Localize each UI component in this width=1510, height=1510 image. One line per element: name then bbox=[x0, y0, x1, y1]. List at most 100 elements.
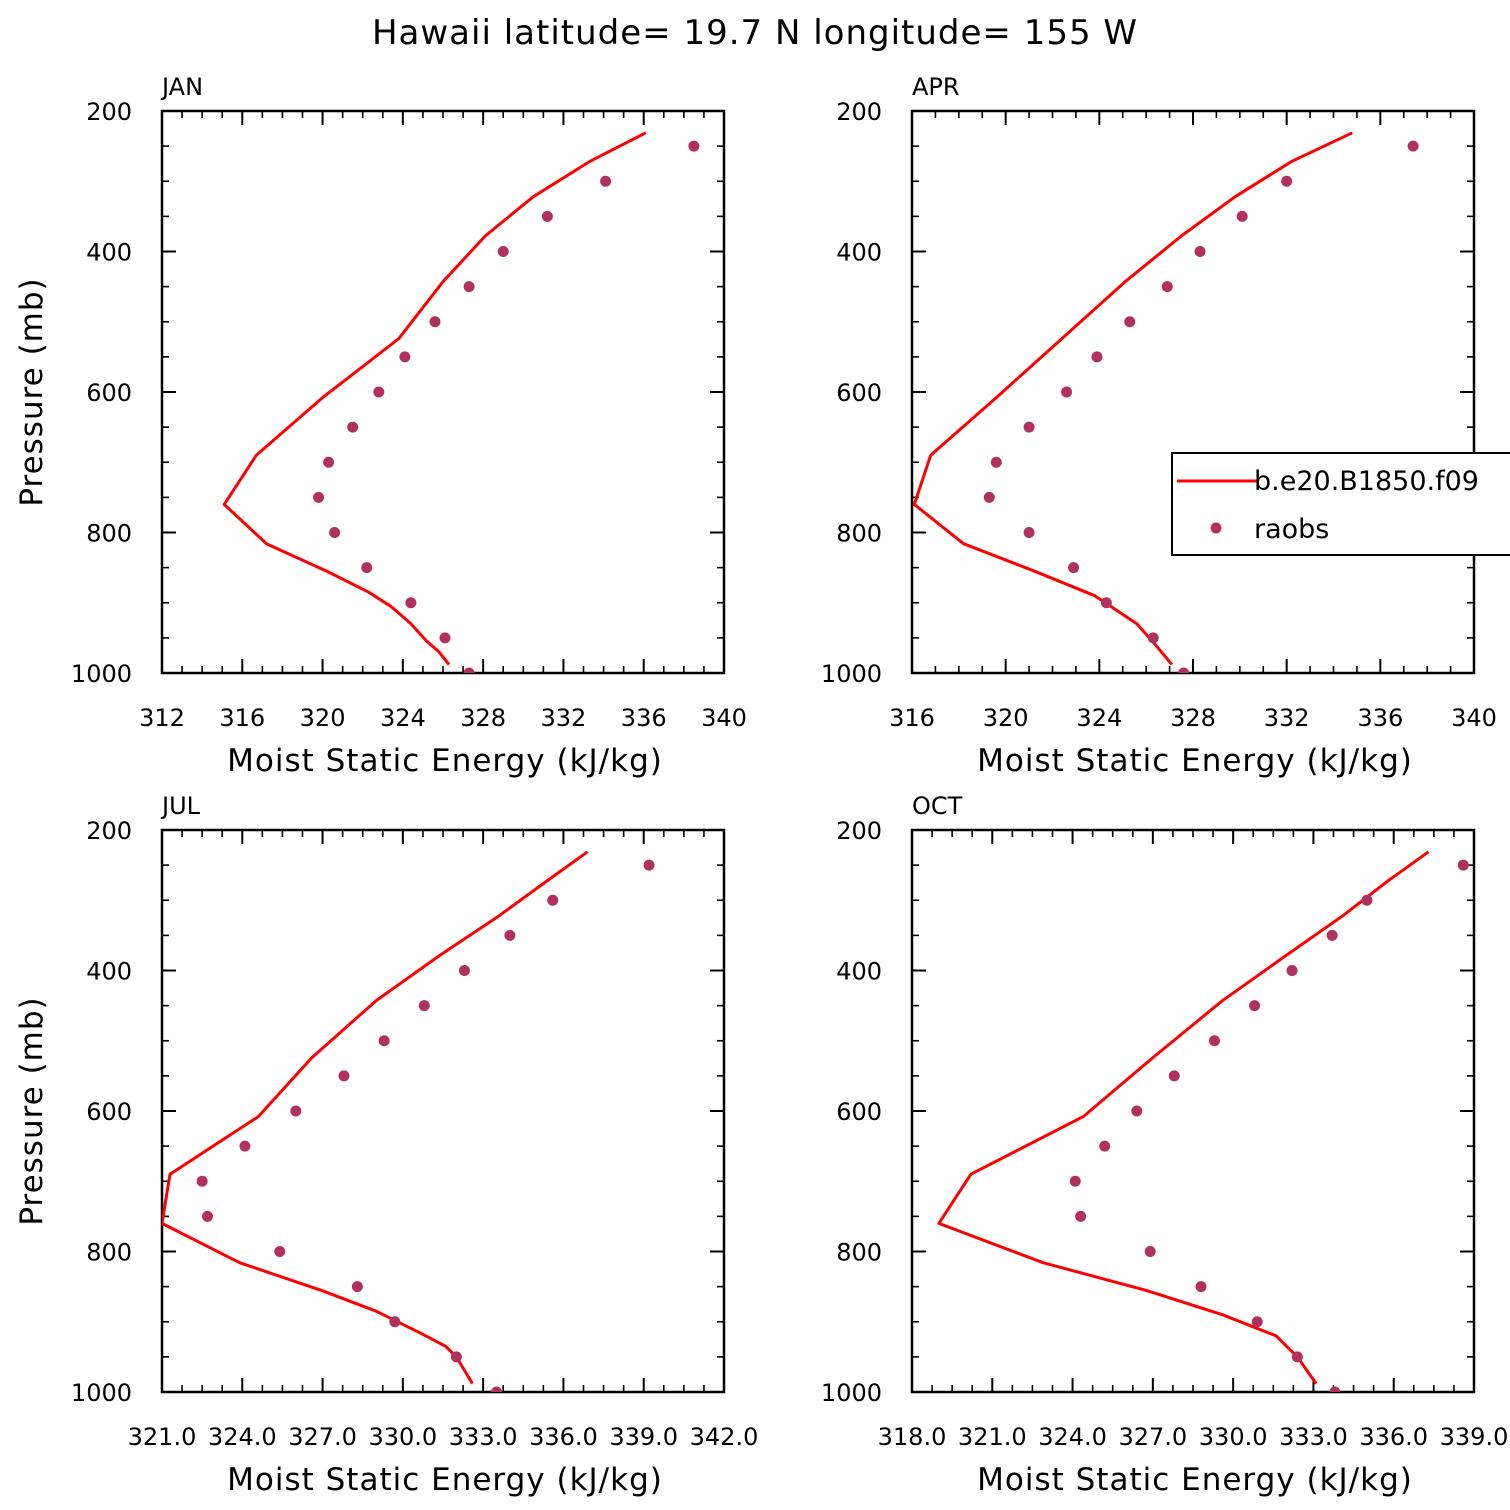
y-tick-label: 600 bbox=[836, 379, 882, 407]
x-tick-label: 342.0 bbox=[690, 1423, 759, 1451]
y-axis-label: Pressure (mb) bbox=[14, 996, 50, 1225]
raobs-point bbox=[274, 1246, 286, 1257]
x-tick-label: 324 bbox=[380, 704, 426, 732]
raobs-point bbox=[429, 316, 441, 328]
legend-box bbox=[1171, 452, 1510, 556]
raobs-point bbox=[547, 894, 559, 906]
raobs-point bbox=[1195, 1281, 1207, 1293]
raobs-point bbox=[688, 140, 700, 152]
y-tick-label: 800 bbox=[86, 1239, 132, 1267]
x-tick-label: 339.0 bbox=[609, 1423, 678, 1451]
raobs-point bbox=[399, 351, 411, 363]
x-tick-label: 321.0 bbox=[128, 1423, 197, 1451]
raobs-point bbox=[600, 175, 612, 187]
plot-frame bbox=[910, 109, 1476, 675]
x-tick-label: 333.0 bbox=[449, 1423, 518, 1451]
raobs-point bbox=[1281, 175, 1293, 187]
panel-label: APR bbox=[912, 73, 960, 101]
raobs-point bbox=[1236, 210, 1248, 222]
raobs-point bbox=[405, 597, 417, 609]
x-tick-label: 324.0 bbox=[208, 1423, 277, 1451]
y-tick-label: 400 bbox=[86, 239, 132, 267]
x-tick-label: 340 bbox=[701, 704, 747, 732]
panel-apr: APR 316 320 324 328 332 336 340 200 400 600 800 1000… bbox=[821, 73, 1510, 779]
y-tick-label: 200 bbox=[836, 817, 882, 845]
panel-jan: JAN 312 316 320 324 328 332 336 340 200 400 600 800 1… bbox=[14, 73, 747, 779]
raobs-point bbox=[1286, 965, 1298, 976]
raobs-point bbox=[1023, 527, 1035, 538]
raobs-point bbox=[1291, 1351, 1303, 1363]
plot-frame bbox=[160, 828, 726, 1394]
raobs-point bbox=[373, 386, 385, 398]
x-tick-label: 327.0 bbox=[1118, 1423, 1187, 1451]
plot-frame bbox=[910, 828, 1476, 1394]
raobs-point bbox=[1178, 667, 1190, 673]
raobs-point bbox=[361, 562, 373, 574]
plot-area bbox=[937, 850, 1469, 1392]
raobs-point bbox=[497, 246, 509, 257]
x-tick-label: 332 bbox=[1264, 704, 1310, 732]
raobs-point bbox=[1099, 1140, 1111, 1152]
x-axis-label: Moist Static Energy (kJ/kg) bbox=[227, 1462, 663, 1498]
y-tick-label: 200 bbox=[86, 98, 132, 126]
x-tick-label: 312 bbox=[139, 704, 185, 732]
x-tick-label: 320 bbox=[983, 704, 1029, 732]
raobs-point bbox=[1091, 351, 1103, 363]
raobs-point bbox=[389, 1316, 401, 1328]
panels: JAN 312 316 320 324 328 332 336 340 200 400 600 800 1… bbox=[14, 73, 1510, 1498]
legend-obs-label: raobs bbox=[1254, 514, 1329, 545]
x-axis-label: Moist Static Energy (kJ/kg) bbox=[227, 743, 663, 779]
raobs-point bbox=[1161, 281, 1173, 293]
x-tick-label: 324.0 bbox=[1038, 1423, 1107, 1451]
y-tick-label: 1000 bbox=[71, 660, 132, 688]
raobs-point bbox=[239, 1140, 251, 1152]
x-tick-label: 336 bbox=[1357, 704, 1403, 732]
raobs-point bbox=[1457, 859, 1469, 871]
x-tick-label: 336 bbox=[621, 704, 667, 732]
raobs-point bbox=[290, 1105, 302, 1117]
y-tick-label: 600 bbox=[86, 1098, 132, 1126]
legend: b.e20.B1850.f09 raobs bbox=[1171, 452, 1510, 556]
x-tick-label: 333.0 bbox=[1279, 1423, 1348, 1451]
plot-area bbox=[912, 131, 1419, 673]
raobs-point bbox=[439, 632, 451, 644]
raobs-point bbox=[1075, 1210, 1087, 1222]
model-line bbox=[912, 131, 1353, 666]
raobs-point bbox=[1023, 421, 1035, 433]
raobs-point bbox=[1144, 1246, 1156, 1257]
x-axis-label: Moist Static Energy (kJ/kg) bbox=[977, 1462, 1413, 1498]
x-tick-label: 328 bbox=[1170, 704, 1216, 732]
x-tick-label: 336.0 bbox=[1359, 1423, 1428, 1451]
raobs-point bbox=[1194, 246, 1206, 257]
raobs-point bbox=[990, 456, 1002, 468]
y-tick-label: 1000 bbox=[821, 660, 882, 688]
y-tick-label: 800 bbox=[86, 520, 132, 548]
x-tick-label: 340 bbox=[1451, 704, 1497, 732]
raobs-point bbox=[1249, 1000, 1261, 1012]
raobs-point bbox=[1061, 386, 1073, 398]
model-line bbox=[222, 131, 647, 666]
raobs-point bbox=[329, 527, 341, 538]
x-tick-label: 324 bbox=[1076, 704, 1122, 732]
panel-label: OCT bbox=[912, 792, 963, 820]
raobs-point bbox=[378, 1035, 390, 1047]
raobs-point bbox=[458, 965, 470, 976]
raobs-point bbox=[450, 1351, 462, 1363]
model-line bbox=[162, 850, 589, 1385]
x-tick-label: 328 bbox=[460, 704, 506, 732]
x-tick-label: 332 bbox=[541, 704, 587, 732]
y-tick-label: 1000 bbox=[71, 1379, 132, 1407]
raobs-point bbox=[1407, 140, 1419, 152]
y-tick-label: 400 bbox=[86, 958, 132, 986]
raobs-point bbox=[1329, 1386, 1341, 1392]
x-tick-label: 339.0 bbox=[1440, 1423, 1509, 1451]
raobs-point bbox=[504, 929, 516, 941]
raobs-point bbox=[323, 456, 335, 468]
raobs-point bbox=[1147, 632, 1159, 644]
x-tick-label: 336.0 bbox=[529, 1423, 598, 1451]
plot-area bbox=[222, 131, 700, 673]
x-tick-label: 316 bbox=[889, 704, 935, 732]
raobs-point bbox=[1068, 562, 1080, 574]
panel-jul: JUL 321.0 324.0 327.0 330.0 333.0 336.0 339.0 34… bbox=[14, 792, 758, 1498]
